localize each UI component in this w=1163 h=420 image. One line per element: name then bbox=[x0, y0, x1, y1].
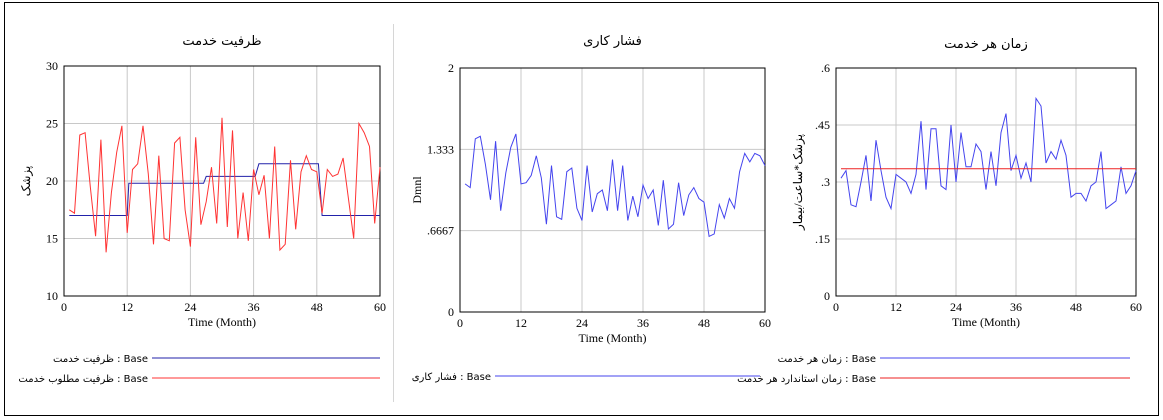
y-tick-label: 10 bbox=[46, 289, 58, 303]
legend-label: زمان استاندارد هر خدمت : Base bbox=[737, 374, 876, 385]
x-axis-label: Time (Month) bbox=[188, 315, 256, 329]
x-tick-label: 12 bbox=[121, 300, 133, 314]
y-axis-label: پزشک bbox=[19, 166, 33, 197]
chart-panel-1: 0 12 24 36 48 60 10 15 20 25 30 ظرفیت خدمت Time (Mon… bbox=[18, 34, 386, 385]
series-line bbox=[840, 96, 1137, 211]
plot-area bbox=[459, 67, 766, 313]
legend-label: زمان هر خدمت : Base bbox=[778, 354, 876, 365]
x-tick-label: 12 bbox=[890, 300, 902, 314]
x-tick-label: 48 bbox=[1070, 300, 1082, 314]
x-tick-label: 24 bbox=[950, 300, 962, 314]
x-tick-label: 36 bbox=[248, 300, 260, 314]
x-tick-label: 0 bbox=[457, 316, 463, 330]
x-tick-label: 60 bbox=[1130, 300, 1142, 314]
legend-label: ظرفیت خدمت : Base bbox=[53, 354, 148, 365]
legend-label: فشار کاری : Base bbox=[412, 372, 491, 383]
y-tick-label: .6667 bbox=[427, 224, 454, 238]
x-tick-label: 60 bbox=[374, 300, 386, 314]
x-tick-label: 48 bbox=[698, 316, 710, 330]
y-tick-label: 20 bbox=[46, 174, 58, 188]
plot-area bbox=[835, 67, 1137, 297]
y-tick-label: 0 bbox=[448, 305, 454, 319]
y-tick-label: 0 bbox=[824, 289, 830, 303]
chart-panel-3: 0 12 24 36 48 60 0 .15 .3 .45 .6 زمان هر خدمت Time (… bbox=[737, 37, 1142, 385]
x-tick-label: 36 bbox=[637, 316, 649, 330]
x-tick-label: 60 bbox=[759, 316, 771, 330]
y-tick-label: 15 bbox=[46, 232, 58, 246]
series-line bbox=[69, 117, 381, 253]
x-tick-label: 48 bbox=[311, 300, 323, 314]
chart-title: فشار کاری bbox=[583, 34, 642, 49]
x-axis-label: Time (Month) bbox=[579, 331, 647, 345]
series-line bbox=[69, 163, 380, 216]
y-tick-label: 30 bbox=[46, 59, 58, 73]
x-tick-label: 0 bbox=[61, 300, 67, 314]
x-tick-label: 24 bbox=[576, 316, 588, 330]
y-tick-label: .15 bbox=[815, 232, 830, 246]
y-axis-label: پزشک*ساعت/بیمار bbox=[791, 134, 805, 231]
x-tick-label: 12 bbox=[515, 316, 527, 330]
y-tick-label: 25 bbox=[46, 117, 58, 131]
x-tick-label: 24 bbox=[184, 300, 196, 314]
y-tick-label: .45 bbox=[815, 118, 830, 132]
chart-title: زمان هر خدمت bbox=[944, 37, 1028, 52]
y-tick-label: 2 bbox=[448, 61, 454, 75]
chart-title: ظرفیت خدمت bbox=[182, 34, 261, 49]
x-tick-label: 0 bbox=[833, 300, 839, 314]
y-tick-label: .3 bbox=[821, 175, 830, 189]
plot-area bbox=[63, 65, 381, 297]
panel-divider bbox=[393, 24, 394, 402]
series-line bbox=[464, 133, 766, 238]
y-tick-label: 1.333 bbox=[427, 142, 454, 156]
legend-label: ظرفیت مطلوب خدمت : Base bbox=[18, 374, 148, 385]
chart-panel-2: 0 12 24 36 48 60 0 .6667 1.333 2 فشار کاری Time (Mo… bbox=[410, 34, 771, 383]
y-axis-label: Dmnl bbox=[410, 176, 424, 204]
x-axis-label: Time (Month) bbox=[952, 315, 1020, 329]
x-tick-label: 36 bbox=[1010, 300, 1022, 314]
y-tick-label: .6 bbox=[821, 61, 830, 75]
